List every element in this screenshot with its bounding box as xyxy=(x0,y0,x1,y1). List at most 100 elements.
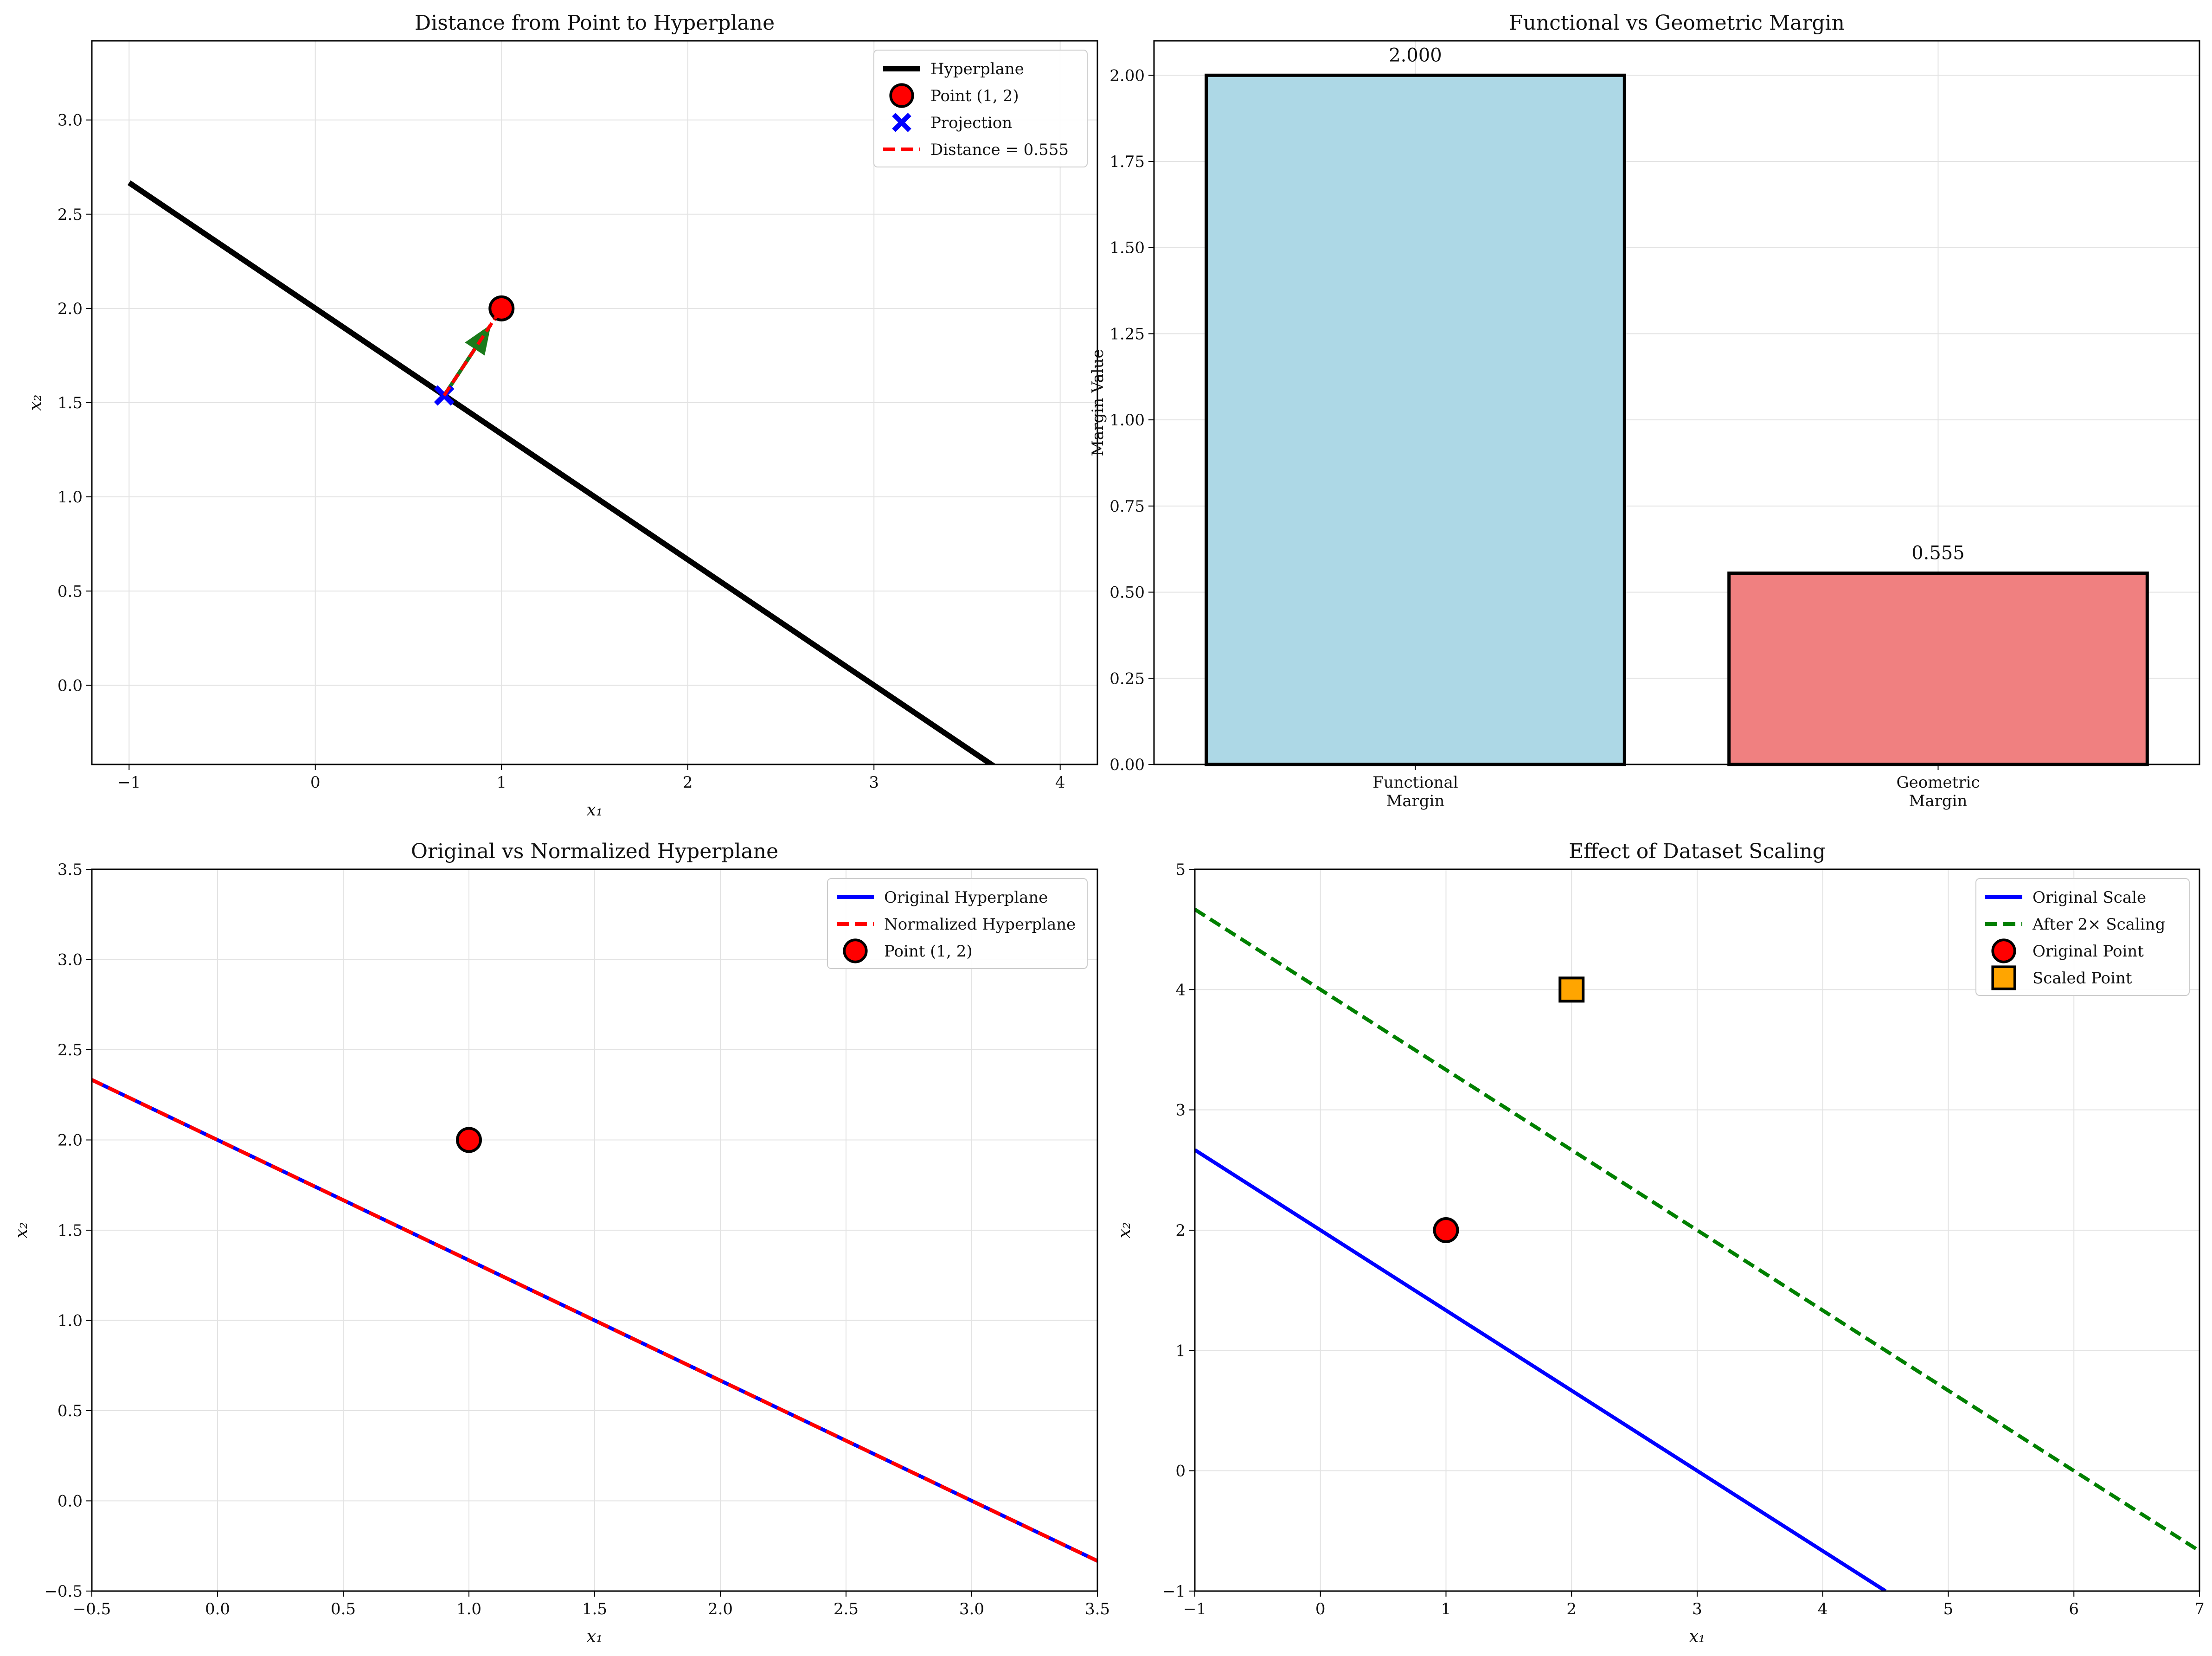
x-tick-label: 1.5 xyxy=(582,1600,607,1618)
subplot-1: −1 0 1 2 3 4 0.0 0.5 1.0 1.5 2.0 2.5 3.0 Distance fro… xyxy=(26,11,1098,820)
y-tick-label: 1.75 xyxy=(1109,153,1145,171)
distance-line xyxy=(442,307,503,397)
legend-box xyxy=(1975,878,2190,996)
series-line xyxy=(1195,1148,1887,1591)
subplot-4: −1 0 1 2 3 4 5 6 7 −1 0 1 2 3 4 5 Effect of Dataset Scal… xyxy=(1115,840,2205,1646)
legend-marker-swatch xyxy=(892,113,911,132)
y-tick-label: 1.50 xyxy=(1109,239,1145,257)
y-tick-label: −0.5 xyxy=(44,1582,83,1601)
x-tick-label: 6 xyxy=(2069,1600,2079,1618)
x-tick-label: 7 xyxy=(2194,1600,2205,1618)
x-tick-label: −1 xyxy=(1183,1600,1206,1618)
x-tick-label: 3.0 xyxy=(959,1600,984,1618)
legend-label: After 2× Scaling xyxy=(2032,915,2165,934)
y-tick-label: −1 xyxy=(1162,1582,1186,1601)
x-tick-label: 2 xyxy=(683,773,693,792)
y-tick-label: 0.00 xyxy=(1109,756,1145,774)
x-tick-label: 3 xyxy=(1692,1600,1702,1618)
x-tick-label: 0.0 xyxy=(205,1600,230,1618)
x-tick-label: 4 xyxy=(1055,773,1065,792)
y-tick-label: 4 xyxy=(1175,981,1186,999)
y-axis-label: x₂ xyxy=(26,395,45,411)
x-axis-label: x₁ xyxy=(1689,1627,1705,1646)
y-tick-label: 0.25 xyxy=(1109,669,1145,688)
plot-frame xyxy=(91,868,1098,1592)
plot-frame xyxy=(91,40,1098,765)
series-marker xyxy=(488,295,515,321)
x-tick-label: 3.5 xyxy=(1085,1600,1110,1618)
series-line xyxy=(92,1078,1097,1563)
y-tick-label: 1.0 xyxy=(58,1312,83,1330)
x-tick-label: 1.0 xyxy=(456,1600,481,1618)
legend-label: Original Point xyxy=(2032,942,2144,961)
legend: Original Scale After 2× Scaling Original P… xyxy=(1975,878,2190,996)
y-tick-label: 1.0 xyxy=(58,488,83,507)
series-marker xyxy=(1433,1217,1459,1243)
data-layer xyxy=(127,180,997,764)
y-tick-label: 0 xyxy=(1175,1462,1186,1481)
subplot-3: −0.5 0.0 0.5 1.0 1.5 2.0 2.5 3.0 3.5 −0.5 0.0 0.5 1.… xyxy=(12,840,1110,1646)
x-tick-label: 1 xyxy=(496,773,507,792)
x-tick-label: −0.5 xyxy=(73,1600,111,1618)
x-tick-label: 2.0 xyxy=(708,1600,733,1618)
bar xyxy=(1205,73,1626,766)
x-tick-label: 2 xyxy=(1566,1600,1577,1618)
y-tick-label: 2.5 xyxy=(58,1041,83,1059)
x-tick-label: −1 xyxy=(117,773,141,792)
legend-label: Scaled Point xyxy=(2032,969,2132,988)
x-tick-label: 0.5 xyxy=(331,1600,356,1618)
legend-marker-swatch xyxy=(1991,938,2016,963)
legend-label: Original Hyperplane xyxy=(884,888,1048,907)
x-tick-label: Margin xyxy=(1386,792,1445,810)
bar-value-label: 2.000 xyxy=(1389,45,1442,66)
legend-label: Distance = 0.555 xyxy=(930,141,1069,159)
series-line xyxy=(127,180,997,764)
legend-label: Original Scale xyxy=(2032,888,2146,907)
x-tick-label: 2.5 xyxy=(834,1600,859,1618)
y-tick-label: 3.0 xyxy=(58,951,83,969)
y-tick-label: 2.00 xyxy=(1109,66,1145,85)
x-tick-label: 1 xyxy=(1441,1600,1451,1618)
legend-label: Normalized Hyperplane xyxy=(884,915,1076,934)
legend-marker-swatch xyxy=(889,83,914,108)
legend-label: Point (1, 2) xyxy=(930,87,1019,105)
subplot-2: 0.00 0.25 0.50 0.75 1.00 1.25 1.50 1.75 2.00 2.00… xyxy=(1089,11,2200,810)
legend-label: Hyperplane xyxy=(930,60,1024,78)
chart-title: Effect of Dataset Scaling xyxy=(1569,840,1826,863)
series-marker xyxy=(1558,976,1585,1003)
y-tick-label: 3 xyxy=(1175,1101,1186,1120)
y-tick-label: 1 xyxy=(1175,1341,1186,1360)
chart-title: Original vs Normalized Hyperplane xyxy=(411,840,778,863)
y-axis-label: x₂ xyxy=(1115,1222,1134,1239)
x-tick-label: 5 xyxy=(1943,1600,1954,1618)
legend-marker-swatch xyxy=(843,938,868,963)
legend: Hyperplane Point (1, 2) Projection Distance… xyxy=(873,50,1088,167)
legend: Original Hyperplane Normalized Hyperplane… xyxy=(827,878,1088,969)
y-tick-label: 1.25 xyxy=(1109,325,1145,343)
chart-title: Distance from Point to Hyperplane xyxy=(415,11,775,35)
y-tick-label: 0.50 xyxy=(1109,584,1145,602)
legend-label: Point (1, 2) xyxy=(884,942,973,961)
legend-box xyxy=(873,50,1088,167)
legend-box xyxy=(827,878,1088,969)
y-tick-label: 1.5 xyxy=(58,394,83,412)
bar-value-label: 0.555 xyxy=(1911,543,1965,564)
data-layer xyxy=(92,1078,1097,1563)
y-tick-label: 0.0 xyxy=(58,676,83,695)
y-tick-label: 0.0 xyxy=(58,1492,83,1511)
bar xyxy=(1727,571,2149,766)
x-tick-label: Functional xyxy=(1372,773,1458,792)
data-layer xyxy=(1195,907,2199,1591)
y-axis-label: x₂ xyxy=(12,1222,31,1239)
y-tick-label: 0.75 xyxy=(1109,497,1145,516)
x-tick-label: 4 xyxy=(1818,1600,1828,1618)
y-tick-label: 2.5 xyxy=(58,205,83,224)
y-tick-label: 5 xyxy=(1175,860,1186,879)
y-tick-label: 3.0 xyxy=(58,111,83,130)
x-tick-label: 0 xyxy=(310,773,321,792)
legend-marker-swatch xyxy=(1991,965,2016,990)
x-tick-label: 3 xyxy=(869,773,879,792)
plot-frame xyxy=(1153,40,2200,765)
y-tick-label: 0.5 xyxy=(58,1402,83,1420)
